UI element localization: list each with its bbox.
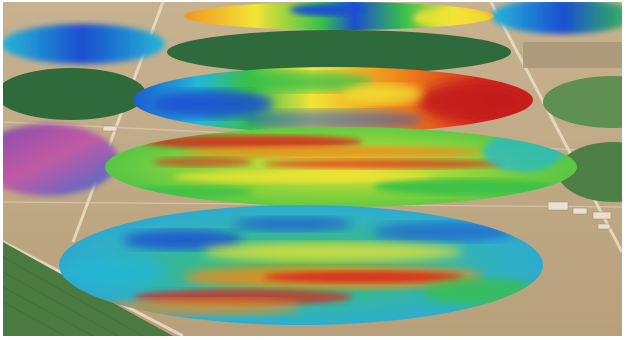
heat-field-top	[184, 2, 494, 30]
heat-field-left-purple	[3, 124, 118, 196]
heat-field-left-top	[3, 24, 165, 64]
heat-field-lower	[105, 127, 577, 207]
farm-buildings	[102, 125, 612, 230]
crop-rows	[3, 256, 144, 336]
green-field-right-upper	[543, 76, 622, 128]
bare-field-right	[523, 42, 622, 68]
heat-field-middle	[133, 67, 533, 133]
heat-field-bottom	[59, 205, 543, 325]
green-field-right-lower	[558, 142, 622, 202]
aerial-photo	[3, 2, 622, 336]
heat-field-top-right	[491, 2, 622, 34]
green-field-center	[167, 30, 511, 74]
green-field-left	[3, 68, 146, 120]
